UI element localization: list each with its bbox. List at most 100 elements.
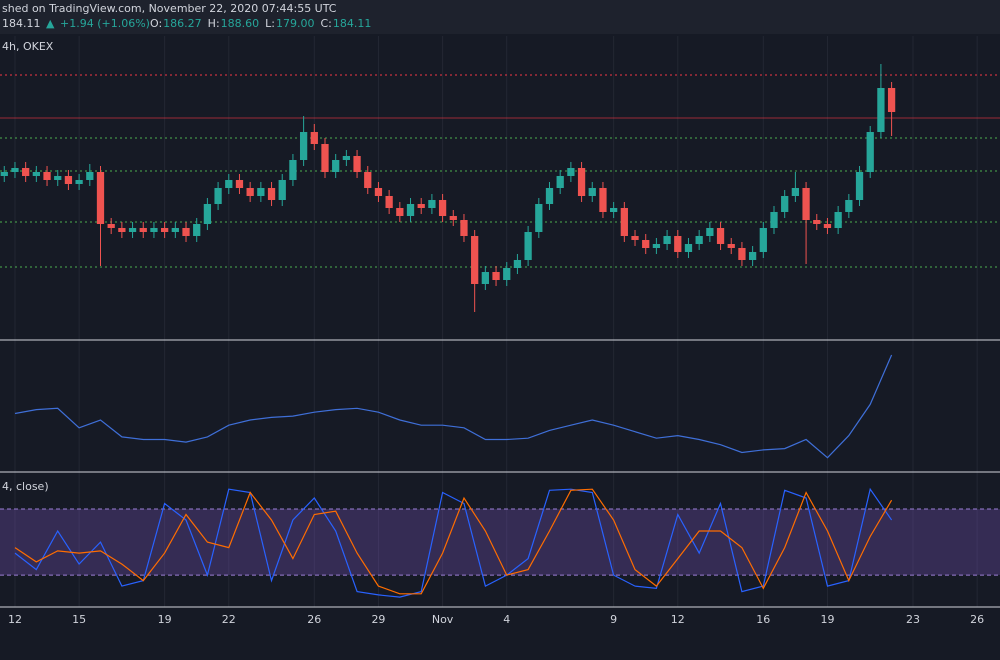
candle-body — [610, 208, 618, 212]
candle-body — [652, 244, 661, 248]
x-tick-label: 26 — [970, 613, 984, 626]
candle-body — [64, 176, 73, 184]
candle-body — [663, 236, 671, 244]
last-price: 184.11 — [2, 17, 41, 30]
candle-body — [321, 144, 329, 172]
candle-body — [535, 204, 543, 232]
candle-body — [417, 204, 425, 208]
x-tick-label: 19 — [158, 613, 172, 626]
candle-body — [823, 224, 832, 228]
stoch-title: 4, close) — [2, 480, 49, 493]
candle-body — [225, 180, 233, 188]
ohlc-label: O: — [150, 17, 162, 30]
candle-body — [161, 228, 169, 232]
series-line — [14, 354, 893, 459]
candle-body — [866, 132, 874, 172]
candle-body — [695, 236, 703, 244]
candle-body — [791, 188, 800, 196]
candle-body — [299, 132, 308, 160]
candle-body — [877, 88, 885, 132]
x-tick-label: Nov — [432, 613, 454, 626]
candle-body — [813, 220, 821, 224]
candle-body — [706, 228, 714, 236]
candle-body — [674, 236, 682, 252]
band — [0, 509, 1000, 576]
candle-body — [310, 132, 318, 144]
candle-body — [738, 248, 746, 260]
x-tick-label: 29 — [371, 613, 385, 626]
candle-body — [759, 228, 767, 252]
candle-body — [855, 172, 864, 200]
candle-body — [781, 196, 789, 212]
ohlc-label: C: — [321, 17, 332, 30]
candle-body — [727, 244, 735, 248]
candle-body — [214, 188, 222, 204]
candle-body — [171, 228, 179, 232]
candle-body — [503, 268, 511, 280]
candle-body — [567, 168, 575, 176]
x-tick-label: 12 — [8, 613, 22, 626]
candle-body — [235, 180, 244, 188]
candle-body — [449, 216, 457, 220]
candle-body — [107, 224, 115, 228]
candle-body — [118, 228, 126, 232]
change: +1.94 (+1.06%) — [60, 17, 150, 30]
ohlc-label: H: — [208, 17, 220, 30]
candle-body — [396, 208, 404, 216]
candle-body — [577, 168, 586, 196]
candle-body — [887, 88, 896, 112]
candle-body — [716, 228, 725, 244]
candle-body — [460, 220, 468, 236]
candle-body — [770, 212, 778, 228]
x-tick-label: 12 — [671, 613, 685, 626]
candle-body — [684, 244, 693, 252]
candle-body — [342, 156, 351, 160]
candle-body — [203, 204, 212, 224]
candle-body — [492, 272, 500, 280]
candle-body — [54, 176, 62, 180]
candle-body — [834, 212, 842, 228]
x-tick-label: 22 — [222, 613, 236, 626]
candle-body — [599, 188, 607, 212]
candle-body — [556, 176, 564, 188]
candle-body — [513, 260, 522, 268]
candle-body — [471, 236, 479, 284]
candle-body — [128, 228, 137, 232]
candle-body — [246, 188, 254, 196]
x-tick-label: 19 — [820, 613, 834, 626]
candle-body — [332, 160, 340, 172]
candle-body — [481, 272, 489, 284]
candle-body — [642, 240, 650, 248]
candle-body — [802, 188, 810, 220]
candle-body — [438, 200, 447, 216]
x-tick-label: 16 — [756, 613, 770, 626]
candle-body — [748, 252, 757, 260]
candle-body — [96, 172, 105, 224]
candle-body — [545, 188, 554, 204]
ohlc-value: 186.27 — [163, 17, 202, 30]
candle-body — [620, 208, 628, 236]
candle-body — [845, 200, 853, 212]
candle-body — [182, 228, 190, 236]
ohlc-value: 179.00 — [276, 17, 315, 30]
ohlc-value: 184.11 — [333, 17, 372, 30]
candle-body — [278, 180, 286, 200]
published: shed on TradingView.com, November 22, 20… — [2, 2, 337, 15]
candle-body — [11, 168, 19, 172]
series-line — [14, 488, 893, 595]
candle-body — [364, 172, 372, 188]
x-tick-label: 4 — [503, 613, 510, 626]
ohlc-value: 188.60 — [221, 17, 260, 30]
candle-body — [631, 236, 639, 240]
x-tick-label: 15 — [72, 613, 86, 626]
x-tick-label: 9 — [610, 613, 617, 626]
quote: 184.11 ▲ +1.94 (+1.06%) — [2, 17, 150, 30]
candle-body — [428, 200, 436, 208]
candle-body — [150, 228, 158, 232]
candle-body — [524, 232, 532, 260]
candle-body — [75, 180, 83, 184]
header-bar — [0, 0, 1000, 34]
ohlc-label: L: — [265, 17, 275, 30]
